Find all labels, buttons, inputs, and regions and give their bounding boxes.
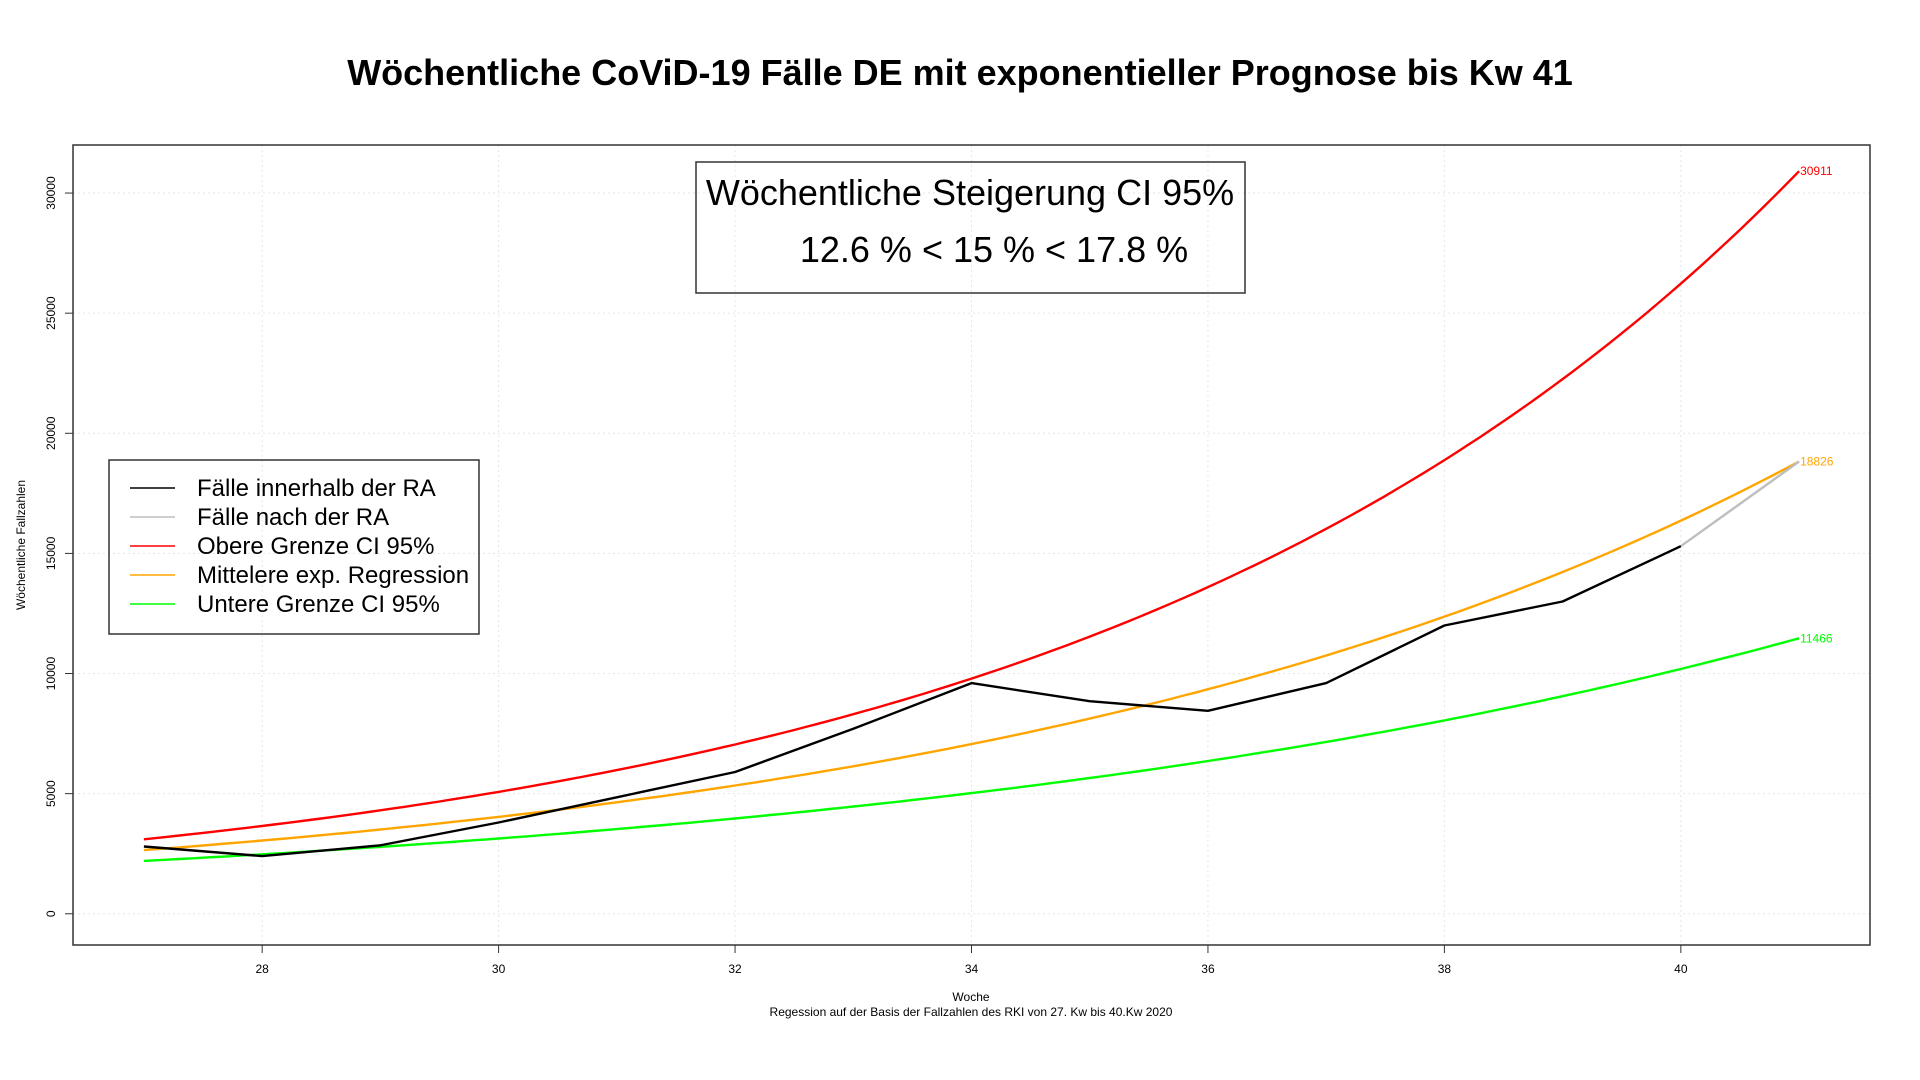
- legend-box: [108, 459, 480, 635]
- end-value-labels: 11466 18826 30911: [1800, 164, 1834, 645]
- legend-label: Fälle innerhalb der RA: [197, 475, 436, 502]
- growth-annotation: Wöchentliche Steigerung CI 95% 12.6 % < …: [695, 161, 1246, 294]
- y-tick-label: 5000: [44, 780, 58, 807]
- annotation-box: [695, 161, 1246, 294]
- annotation-heading: Wöchentliche Steigerung CI 95%: [706, 172, 1234, 213]
- x-tick-label: 28: [255, 962, 269, 976]
- y-axis-ticks: 0 5000 10000 15000 20000 25000 30000: [44, 176, 73, 917]
- y-tick-label: 20000: [44, 416, 58, 450]
- series-mittelere-exp-regression-line: [143, 460, 1800, 852]
- series-fälle-innerhalb-der-ra-line: [143, 545, 1682, 858]
- x-tick-label: 34: [965, 962, 979, 976]
- y-tick-label: 10000: [44, 657, 58, 691]
- series-obere-grenze-ci-95-line: [143, 170, 1800, 841]
- x-tick-label: 40: [1674, 962, 1688, 976]
- end-label: 30911: [1800, 164, 1833, 178]
- chart-subtitle: Regession auf der Basis der Fallzahlen d…: [770, 1005, 1173, 1019]
- x-axis-label: Woche: [952, 990, 989, 1004]
- y-tick-label: 25000: [44, 296, 58, 330]
- y-tick-label: 0: [44, 910, 58, 917]
- legend-label: Obere Grenze CI 95%: [197, 533, 434, 560]
- x-tick-label: 30: [492, 962, 506, 976]
- legend-label: Untere Grenze CI 95%: [197, 591, 440, 618]
- x-axis-ticks: 28 30 32 34 36 38 40: [255, 945, 1688, 976]
- chart-title: Wöchentliche CoViD-19 Fälle DE mit expon…: [347, 52, 1573, 93]
- x-tick-label: 36: [1201, 962, 1215, 976]
- x-tick-label: 32: [728, 962, 742, 976]
- annotation-rates: 12.6 % < 15 % < 17.8 %: [800, 229, 1188, 270]
- y-tick-label: 15000: [44, 536, 58, 570]
- x-tick-label: 38: [1438, 962, 1452, 976]
- series-lines: [143, 170, 1800, 863]
- end-label: 18826: [1800, 454, 1834, 468]
- y-tick-label: 30000: [44, 176, 58, 210]
- legend-label: Mittelere exp. Regression: [197, 562, 469, 589]
- series-fälle-nach-der-ra-line: [1680, 460, 1800, 548]
- end-label: 11466: [1800, 631, 1833, 645]
- y-axis-label: Wöchentliche Fallzahlen: [14, 480, 28, 610]
- series-untere-grenze-ci-95-line: [143, 637, 1800, 863]
- legend-label: Fälle nach der RA: [197, 504, 389, 531]
